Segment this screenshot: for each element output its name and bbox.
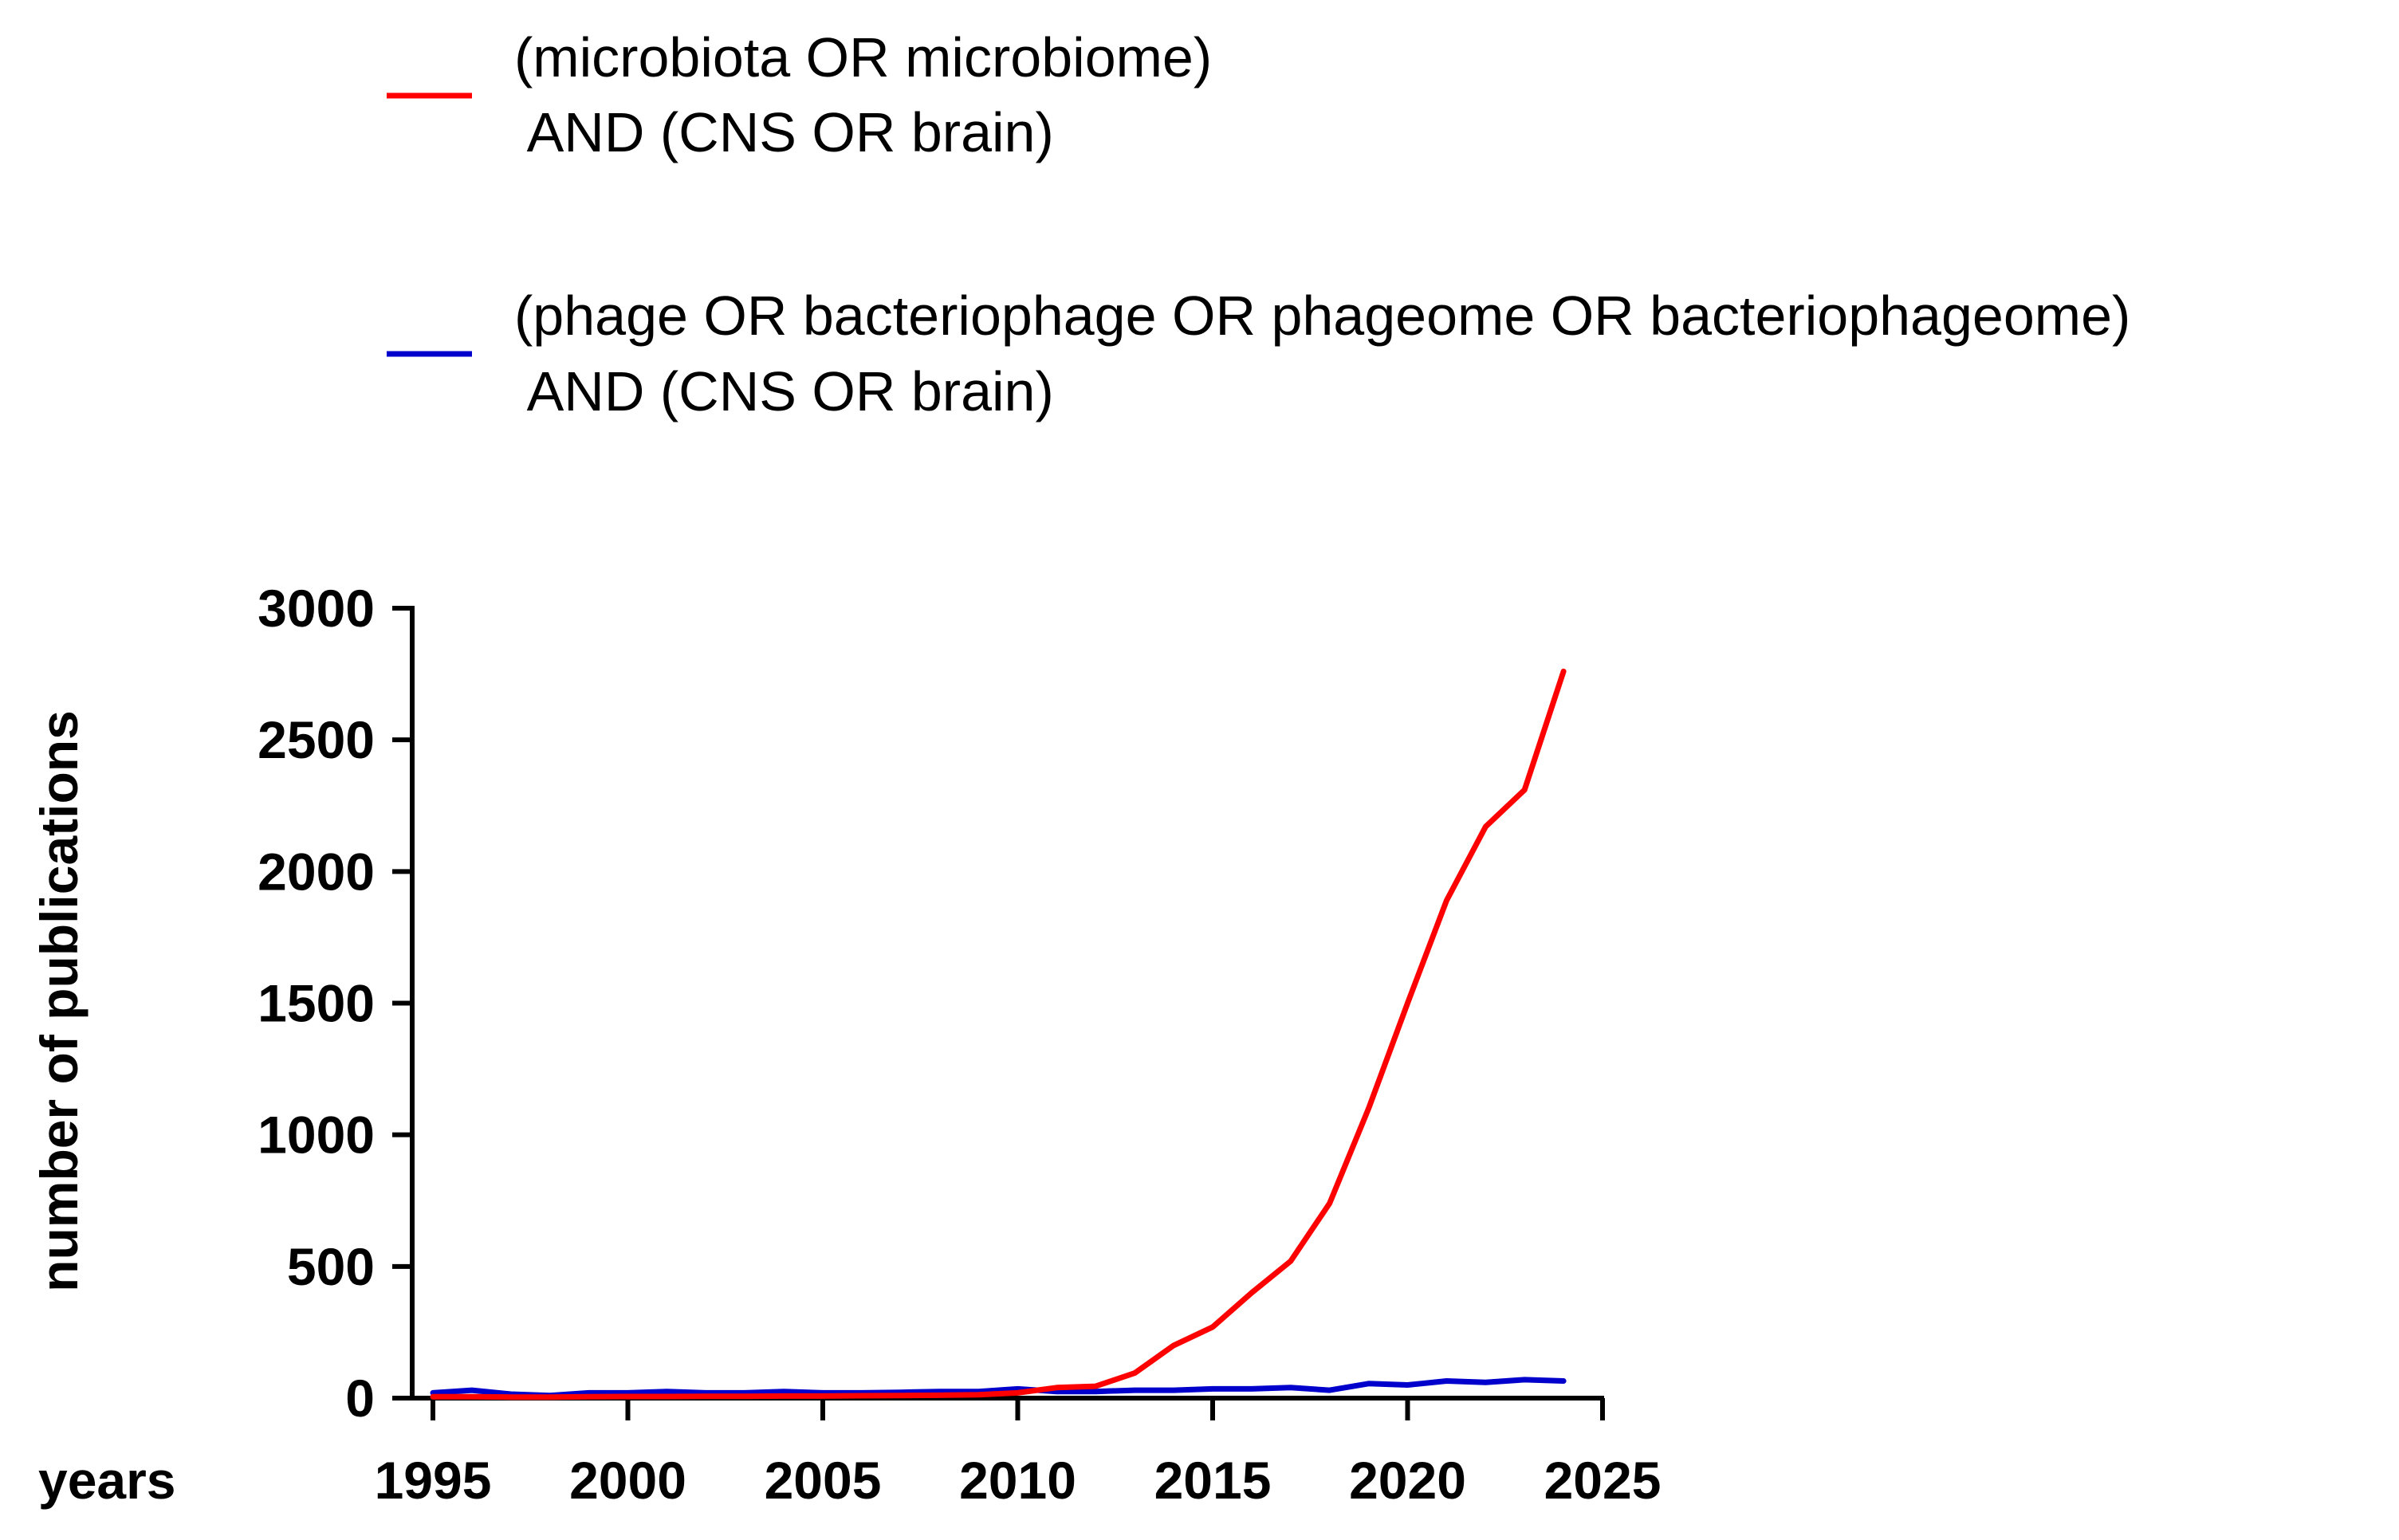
y-axis-title: number of publications: [29, 710, 88, 1292]
series-line-phage: [430, 1377, 1567, 1399]
y-tick-label: 3000: [258, 579, 375, 638]
x-tick-label: 2020: [1349, 1451, 1466, 1510]
x-tick-label: 2015: [1154, 1451, 1272, 1510]
x-tick-label: 2005: [765, 1451, 882, 1510]
series-layer: [430, 668, 1567, 1401]
legend-label-microbiota-line2: AND (CNS OR brain): [514, 101, 1054, 163]
x-tick-label: 1995: [375, 1451, 492, 1510]
x-ticks: 1995 2000 2005 2010 2015 2020 2025: [375, 1398, 1662, 1510]
x-tick-label: 2025: [1544, 1451, 1662, 1510]
y-tick-label: 0: [345, 1369, 375, 1428]
legend-label-microbiota-line1: (microbiota OR microbiome): [514, 26, 1212, 88]
legend-label-phage-line2: AND (CNS OR brain): [514, 360, 1054, 422]
axes: 0 500 1000 1500 2000 2500 3000 1995 2000 2005 201…: [258, 579, 1661, 1510]
y-tick-label: 500: [287, 1237, 375, 1296]
y-tick-label: 2000: [258, 842, 375, 901]
y-tick-label: 2500: [258, 710, 375, 769]
x-tick-label: 2010: [959, 1451, 1076, 1510]
series-line-microbiota: [430, 668, 1567, 1401]
y-tick-label: 1000: [258, 1106, 375, 1165]
x-axis-title: years: [38, 1451, 176, 1510]
legend-label-phage-line1: (phage OR bacteriophage OR phageome OR b…: [514, 285, 2130, 347]
y-tick-label: 1500: [258, 974, 375, 1033]
legend: (microbiota OR microbiome) AND (CNS OR b…: [387, 26, 2130, 422]
x-tick-label: 2000: [569, 1451, 686, 1510]
y-ticks: 0 500 1000 1500 2000 2500 3000: [258, 579, 412, 1428]
